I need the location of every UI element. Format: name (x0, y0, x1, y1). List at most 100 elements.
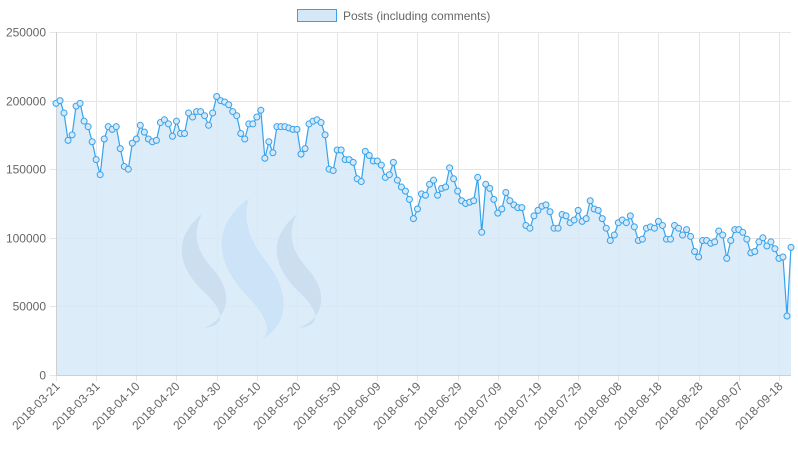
data-point[interactable] (397, 183, 405, 191)
data-point[interactable] (650, 224, 658, 232)
data-point[interactable] (317, 119, 325, 127)
data-point[interactable] (132, 135, 140, 143)
data-point[interactable] (498, 205, 506, 213)
data-point[interactable] (257, 106, 265, 114)
data-point[interactable] (574, 206, 582, 214)
data-point[interactable] (261, 154, 269, 162)
data-point[interactable] (422, 191, 430, 199)
data-point[interactable] (100, 135, 108, 143)
data-point[interactable] (783, 312, 791, 320)
data-point[interactable] (329, 167, 337, 175)
data-point[interactable] (241, 135, 249, 143)
data-point[interactable] (683, 226, 691, 234)
data-point[interactable] (719, 231, 727, 239)
data-point[interactable] (56, 97, 64, 105)
data-point[interactable] (771, 245, 779, 253)
data-point[interactable] (269, 149, 277, 157)
data-point[interactable] (389, 158, 397, 166)
data-point[interactable] (518, 204, 526, 212)
data-point[interactable] (727, 237, 735, 245)
data-point[interactable] (88, 138, 96, 146)
data-point[interactable] (168, 132, 176, 140)
data-point[interactable] (172, 117, 180, 125)
data-point[interactable] (253, 113, 261, 121)
data-point[interactable] (293, 125, 301, 133)
data-point[interactable] (373, 157, 381, 165)
data-point[interactable] (413, 205, 421, 213)
data-point[interactable] (385, 171, 393, 179)
data-point[interactable] (695, 253, 703, 261)
data-point[interactable] (450, 175, 458, 183)
data-point[interactable] (482, 180, 490, 188)
data-point[interactable] (715, 227, 723, 235)
data-point[interactable] (594, 206, 602, 214)
data-point[interactable] (723, 254, 731, 262)
data-point[interactable] (638, 235, 646, 243)
legend-swatch[interactable] (297, 9, 337, 22)
data-point[interactable] (128, 139, 136, 147)
data-point[interactable] (361, 147, 369, 155)
data-point[interactable] (349, 158, 357, 166)
data-point[interactable] (164, 120, 172, 128)
data-point[interactable] (116, 145, 124, 153)
data-point[interactable] (570, 216, 578, 224)
data-point[interactable] (401, 187, 409, 195)
data-point[interactable] (470, 197, 478, 205)
data-point[interactable] (205, 121, 213, 129)
data-point[interactable] (357, 178, 365, 186)
data-point[interactable] (152, 136, 160, 144)
data-point[interactable] (233, 112, 241, 120)
data-point[interactable] (598, 215, 606, 223)
data-point[interactable] (502, 189, 510, 197)
data-point[interactable] (739, 228, 747, 236)
data-point[interactable] (630, 223, 638, 231)
data-point[interactable] (434, 191, 442, 199)
data-point[interactable] (301, 145, 309, 153)
data-point[interactable] (321, 131, 329, 139)
data-point[interactable] (68, 131, 76, 139)
data-point[interactable] (185, 109, 193, 117)
data-point[interactable] (405, 195, 413, 203)
data-point[interactable] (586, 197, 594, 205)
data-point[interactable] (337, 146, 345, 154)
data-point[interactable] (779, 253, 787, 261)
data-point[interactable] (446, 164, 454, 172)
data-point[interactable] (80, 117, 88, 125)
data-point[interactable] (189, 113, 197, 121)
data-point[interactable] (582, 215, 590, 223)
data-point[interactable] (755, 238, 763, 246)
data-point[interactable] (136, 121, 144, 129)
data-point[interactable] (181, 130, 189, 138)
data-point[interactable] (675, 224, 683, 232)
data-point[interactable] (751, 248, 759, 256)
data-point[interactable] (743, 235, 751, 243)
data-point[interactable] (377, 161, 385, 169)
data-point[interactable] (494, 209, 502, 217)
legend[interactable]: Posts (including comments) (297, 9, 491, 23)
data-point[interactable] (490, 195, 498, 203)
data-point[interactable] (124, 165, 132, 173)
data-point[interactable] (96, 171, 104, 179)
data-point[interactable] (530, 212, 538, 220)
data-point[interactable] (225, 101, 233, 109)
data-point[interactable] (506, 197, 514, 205)
data-point[interactable] (76, 99, 84, 107)
data-point[interactable] (711, 238, 719, 246)
data-point[interactable] (249, 120, 257, 128)
data-point[interactable] (763, 242, 771, 250)
data-point[interactable] (478, 228, 486, 236)
data-point[interactable] (610, 231, 618, 239)
data-point[interactable] (112, 123, 120, 131)
data-point[interactable] (546, 208, 554, 216)
data-point[interactable] (197, 108, 205, 116)
data-point[interactable] (606, 237, 614, 245)
data-point[interactable] (160, 116, 168, 124)
data-point[interactable] (442, 183, 450, 191)
data-point[interactable] (542, 201, 550, 209)
data-point[interactable] (201, 112, 209, 120)
data-point[interactable] (426, 180, 434, 188)
data-point[interactable] (767, 238, 775, 246)
data-point[interactable] (626, 212, 634, 220)
data-point[interactable] (602, 224, 610, 232)
data-point[interactable] (213, 92, 221, 100)
